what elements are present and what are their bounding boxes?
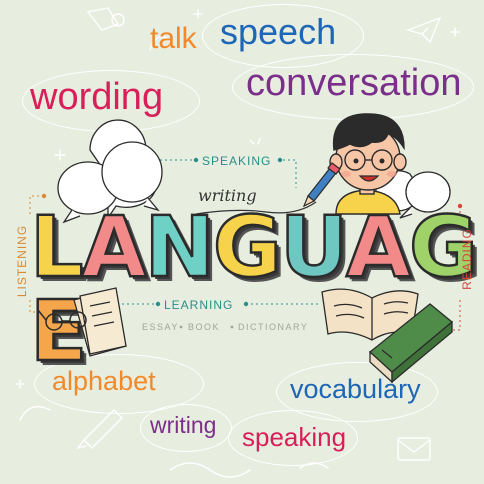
glasses-icon	[37, 309, 87, 331]
title-letter-4: G	[212, 198, 283, 296]
title-letter-2: A	[80, 198, 148, 296]
word-speech: speech	[220, 11, 337, 52]
pencil-icon	[302, 162, 341, 208]
title-letter-5: U	[279, 198, 350, 296]
bubble-alphabet	[34, 354, 204, 414]
word-speaking: speaking	[242, 422, 347, 452]
title-letter-1: L	[29, 198, 85, 296]
language-title: LANGUAGE	[29, 198, 484, 375]
word-talk: talk	[150, 22, 197, 55]
writing-script-label: writing	[198, 186, 257, 205]
label-learning: LEARNING	[164, 298, 234, 312]
title-letter-3: N	[143, 198, 216, 296]
sub-word-essay: ESSAY	[142, 322, 179, 332]
word-writing: writing	[150, 412, 217, 438]
sub-word-dictionary: DICTIONARY	[238, 322, 309, 332]
paper-stack-icon	[73, 287, 127, 357]
sub-word-book: BOOK	[188, 322, 221, 332]
bubble-speaking	[228, 410, 358, 466]
closed-book-icon	[368, 303, 454, 384]
title-letter-6: A	[345, 198, 413, 296]
word-vocabulary: vocabulary	[290, 374, 421, 404]
label-speaking: SPEAKING	[202, 154, 272, 168]
word-wording: wording	[30, 76, 164, 118]
title-letter-7: G	[408, 198, 479, 296]
word-conversation: conversation	[246, 62, 462, 104]
word-alphabet: alphabet	[52, 366, 156, 396]
bubble-vocabulary	[276, 362, 438, 422]
